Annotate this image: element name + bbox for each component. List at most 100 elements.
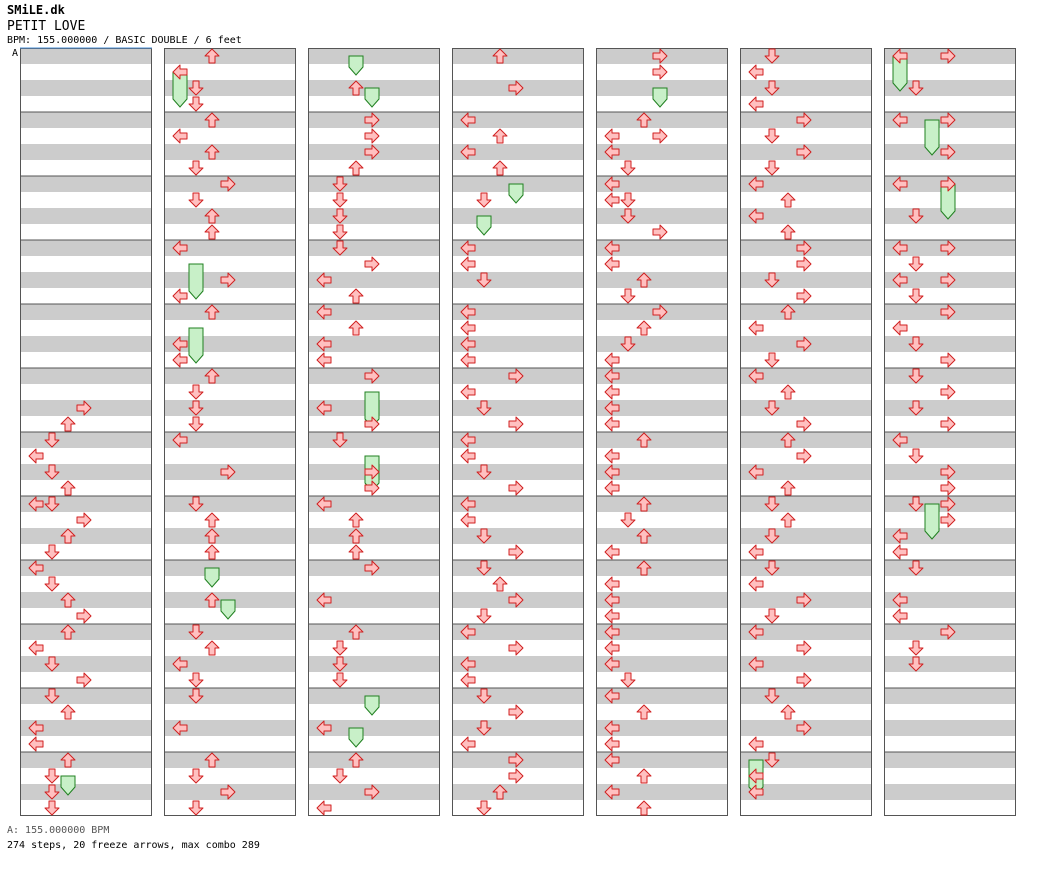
beat-stripe (308, 304, 440, 320)
left-arrow (604, 368, 620, 384)
beat-stripe (20, 656, 152, 672)
right-arrow (220, 176, 236, 192)
left-arrow (748, 208, 764, 224)
up-arrow (780, 384, 796, 400)
column-border (740, 48, 872, 816)
beat-stripe (884, 688, 1016, 704)
right-arrow (796, 448, 812, 464)
up-arrow (204, 368, 220, 384)
right-arrow (508, 704, 524, 720)
down-arrow (44, 464, 60, 480)
beat-stripe (164, 368, 296, 384)
right-arrow (796, 672, 812, 688)
beat-stripe (740, 624, 872, 640)
beat-stripe (452, 240, 584, 256)
up-arrow (492, 576, 508, 592)
freeze-arrow (364, 695, 380, 716)
beat-stripe (20, 720, 152, 736)
left-arrow (748, 576, 764, 592)
left-arrow (460, 320, 476, 336)
down-arrow (764, 400, 780, 416)
beat-stripe (308, 496, 440, 512)
column-border (164, 48, 296, 816)
beat-stripe (164, 432, 296, 448)
beat-stripe (164, 752, 296, 768)
down-arrow (476, 272, 492, 288)
beat-stripe (596, 720, 728, 736)
beat-stripe (596, 528, 728, 544)
beat-stripe (20, 336, 152, 352)
left-arrow (892, 272, 908, 288)
left-arrow (604, 656, 620, 672)
beat-stripe (884, 752, 1016, 768)
left-arrow (172, 128, 188, 144)
left-arrow (748, 368, 764, 384)
down-arrow (908, 288, 924, 304)
left-arrow (604, 144, 620, 160)
beat-stripe (308, 624, 440, 640)
beat-stripe (740, 208, 872, 224)
down-arrow (908, 640, 924, 656)
right-arrow (940, 624, 956, 640)
down-arrow (332, 192, 348, 208)
down-arrow (908, 448, 924, 464)
beat-stripe (452, 656, 584, 672)
down-arrow (188, 160, 204, 176)
right-arrow (508, 592, 524, 608)
up-arrow (204, 512, 220, 528)
freeze-arrow (188, 327, 204, 364)
left-arrow (892, 48, 908, 64)
beat-stripe (884, 592, 1016, 608)
beat-stripe (308, 720, 440, 736)
beat-stripe (596, 656, 728, 672)
up-arrow (636, 320, 652, 336)
left-arrow (748, 784, 764, 800)
beat-stripe (20, 176, 152, 192)
up-arrow (60, 592, 76, 608)
left-arrow (460, 656, 476, 672)
left-arrow (28, 640, 44, 656)
up-arrow (348, 512, 364, 528)
right-arrow (940, 512, 956, 528)
beat-stripe (740, 176, 872, 192)
beat-stripe (452, 144, 584, 160)
right-arrow (364, 256, 380, 272)
down-arrow (764, 128, 780, 144)
down-arrow (188, 416, 204, 432)
left-arrow (460, 336, 476, 352)
right-arrow (364, 784, 380, 800)
down-arrow (476, 528, 492, 544)
up-arrow (348, 544, 364, 560)
beat-stripe (884, 656, 1016, 672)
beat-stripe (740, 528, 872, 544)
right-arrow (364, 480, 380, 496)
right-arrow (364, 128, 380, 144)
down-arrow (620, 160, 636, 176)
right-arrow (508, 80, 524, 96)
right-arrow (364, 560, 380, 576)
left-arrow (460, 672, 476, 688)
beat-stripe (596, 272, 728, 288)
beat-stripe (596, 496, 728, 512)
up-arrow (780, 224, 796, 240)
beat-stripe (164, 496, 296, 512)
right-arrow (652, 224, 668, 240)
freeze-arrow (60, 775, 76, 796)
beat-stripe (596, 592, 728, 608)
up-arrow (348, 320, 364, 336)
beat-stripe (740, 368, 872, 384)
left-arrow (748, 64, 764, 80)
up-arrow (780, 304, 796, 320)
down-arrow (188, 192, 204, 208)
down-arrow (188, 768, 204, 784)
right-arrow (364, 464, 380, 480)
right-arrow (76, 512, 92, 528)
up-arrow (636, 768, 652, 784)
right-arrow (220, 272, 236, 288)
down-arrow (908, 368, 924, 384)
beat-stripe (452, 112, 584, 128)
up-arrow (780, 512, 796, 528)
down-arrow (44, 432, 60, 448)
left-arrow (604, 752, 620, 768)
up-arrow (492, 784, 508, 800)
